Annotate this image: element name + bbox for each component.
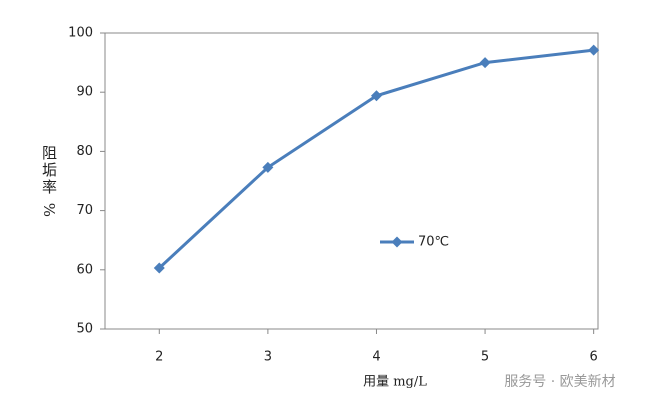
- y-tick-label: 100: [68, 26, 93, 41]
- point: [262, 161, 274, 173]
- x-axis-label: 用量 mg/L: [363, 375, 427, 390]
- y-tick-label: 90: [76, 85, 93, 100]
- x-tick-label: 4: [372, 350, 380, 365]
- point: [370, 90, 382, 102]
- legend-label: 70℃: [418, 235, 449, 250]
- x-tick-label: 3: [264, 350, 272, 365]
- plot-frame: [104, 32, 599, 330]
- y-tick-label: 60: [76, 262, 93, 277]
- x-tick-label: 5: [481, 350, 489, 365]
- y-tick-label: 70: [76, 203, 93, 218]
- y-axis-label: 阻垢率 %: [40, 145, 58, 219]
- x-tick-label: 6: [590, 350, 598, 365]
- y-tick-label: 50: [76, 322, 93, 337]
- point: [479, 57, 491, 69]
- point: [588, 44, 600, 56]
- series-line: [158, 48, 594, 270]
- y-tick-label: 80: [76, 144, 93, 159]
- legend-marker: [391, 236, 403, 248]
- point: [153, 262, 165, 274]
- x-tick-label: 2: [155, 350, 163, 365]
- watermark: 服务号 · 欧美新材: [504, 374, 615, 390]
